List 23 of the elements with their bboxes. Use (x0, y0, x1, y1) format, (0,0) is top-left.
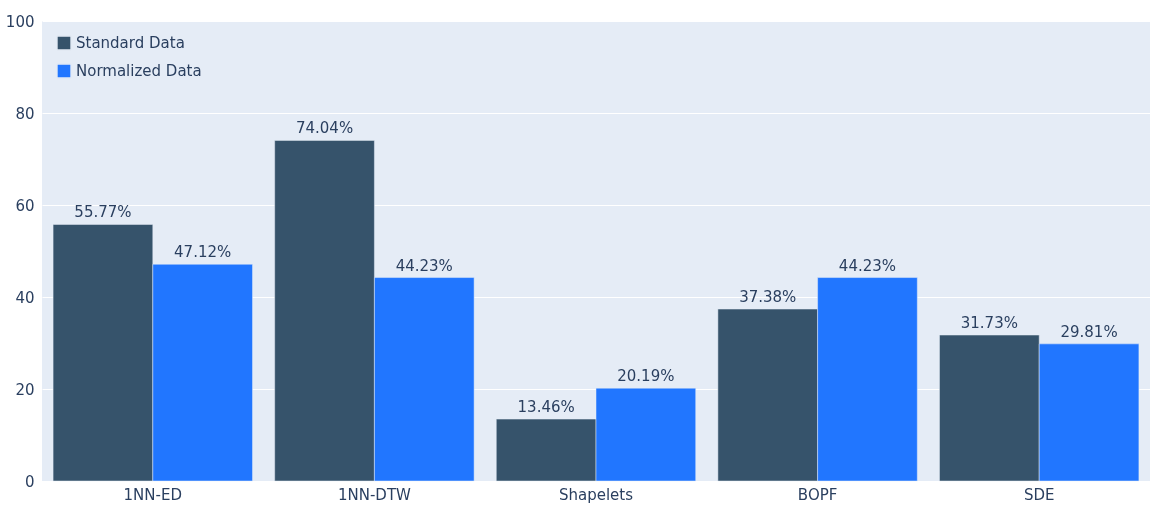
x-tick-label: Shapelets (558, 485, 634, 504)
data-label: 47.12% (174, 243, 232, 262)
x-tick-label: SDE (1023, 485, 1055, 504)
y-tick-label: 20 (15, 380, 35, 399)
x-tick-label: 1NN-DTW (337, 485, 412, 504)
legend-label: Standard Data (76, 34, 185, 52)
y-tick-label: 60 (15, 196, 35, 215)
legend-label: Normalized Data (76, 62, 202, 80)
data-label: 13.46% (517, 398, 575, 417)
x-tick-label: BOPF (797, 485, 838, 504)
data-label: 29.81% (1060, 322, 1118, 341)
y-tick-label: 80 (15, 104, 35, 123)
y-tick-label: 100 (5, 12, 35, 31)
data-label: 31.73% (960, 314, 1018, 333)
data-label: 44.23% (395, 256, 453, 275)
data-label: 37.38% (739, 288, 797, 307)
data-label: 44.23% (838, 256, 897, 275)
y-tick-label: 40 (15, 288, 35, 307)
x-tick-label: 1NN-ED (123, 485, 183, 504)
data-label: 74.04% (295, 119, 354, 138)
y-tick-label: 0 (24, 472, 35, 491)
data-label: 20.19% (617, 367, 675, 386)
data-label: 55.77% (74, 203, 132, 222)
